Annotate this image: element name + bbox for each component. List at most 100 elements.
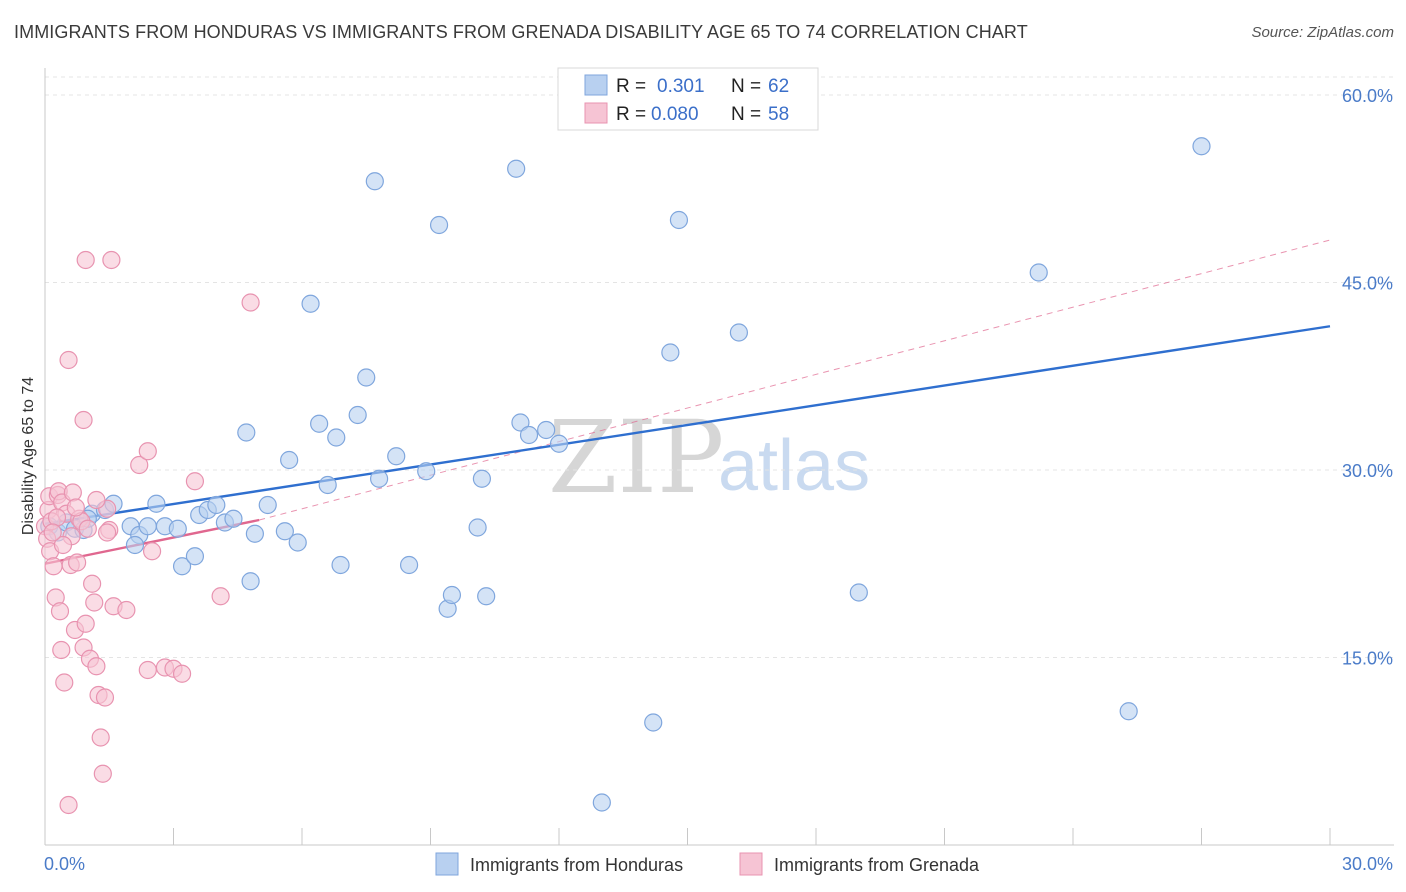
point-honduras-38 [417, 462, 436, 481]
point-honduras-15 [185, 547, 205, 566]
point-honduras-50 [592, 793, 611, 812]
point-grenada-53 [53, 535, 73, 555]
point-honduras-49 [549, 434, 569, 453]
point-grenada-47 [59, 350, 78, 370]
point-honduras-60 [241, 572, 260, 591]
point-honduras-36 [387, 447, 406, 466]
point-honduras-27 [301, 294, 320, 313]
point-grenada-38 [130, 455, 149, 475]
trend-extension-grenada [259, 239, 1331, 521]
chart-title: IMMIGRANTS FROM HONDURAS VS IMMIGRANTS F… [14, 22, 1028, 42]
legend-n-value-2: 58 [768, 104, 789, 125]
point-grenada-28 [85, 593, 104, 612]
point-grenada-27 [83, 574, 102, 593]
y-tick-label-30: 30.0% [1342, 461, 1393, 481]
legend-n-label-2: N = [731, 104, 761, 125]
y-tick-label-45: 45.0% [1342, 274, 1393, 294]
point-grenada-52 [47, 508, 67, 527]
bottom-legend-swatch-honduras [435, 852, 459, 876]
point-honduras-35 [370, 469, 389, 488]
point-honduras-41 [442, 585, 462, 605]
point-honduras-44 [477, 587, 496, 606]
legend-r-label-1: R = [616, 76, 646, 97]
point-honduras-56 [1029, 263, 1048, 282]
legend-r-value-1: 0.301 [657, 76, 705, 97]
point-honduras-55 [849, 583, 868, 602]
point-honduras-23 [258, 495, 277, 515]
point-honduras-37 [399, 555, 419, 575]
point-honduras-59 [125, 535, 145, 555]
point-grenada-33 [95, 688, 115, 707]
point-honduras-48 [537, 420, 556, 440]
legend-r-label-2: R = [616, 104, 646, 125]
source-label: Source: ZipAtlas.com [1251, 24, 1394, 41]
point-honduras-39 [429, 215, 449, 235]
point-grenada-10 [50, 602, 70, 621]
point-grenada-43 [172, 664, 192, 683]
point-honduras-24 [275, 522, 294, 541]
point-honduras-58 [1192, 137, 1211, 156]
point-grenada-50 [102, 250, 121, 270]
point-honduras-46 [511, 413, 530, 432]
point-honduras-34 [365, 172, 384, 191]
point-grenada-39 [138, 660, 157, 680]
bottom-legend-label-grenada: Immigrants from Grenada [774, 855, 980, 875]
point-grenada-20 [68, 553, 87, 572]
point-honduras-32 [348, 405, 367, 425]
point-grenada-54 [66, 498, 85, 517]
point-honduras-42 [468, 518, 487, 537]
point-grenada-31 [91, 728, 110, 747]
point-honduras-53 [669, 210, 689, 230]
point-grenada-49 [76, 250, 95, 270]
legend-n-label-1: N = [731, 76, 761, 97]
y-tick-labels: 15.0% 30.0% 45.0% 60.0% [1342, 86, 1393, 669]
watermark-atlas: atlas [718, 426, 870, 506]
point-grenada-55 [87, 490, 106, 510]
legend-swatch-honduras [584, 74, 608, 96]
point-honduras-33 [357, 368, 376, 387]
point-grenada-11 [52, 640, 71, 660]
point-honduras-21 [237, 423, 256, 442]
point-grenada-46 [241, 293, 260, 312]
point-honduras-13 [168, 519, 187, 538]
point-grenada-45 [211, 587, 230, 606]
point-honduras-51 [644, 713, 663, 732]
x-tick-labels: 0.0% 30.0% [44, 854, 1393, 874]
point-grenada-15 [59, 795, 78, 815]
point-grenada-51 [138, 442, 157, 461]
axes [44, 68, 1394, 846]
point-honduras-52 [661, 343, 680, 362]
point-honduras-18 [207, 495, 226, 515]
point-grenada-48 [74, 410, 93, 430]
point-grenada-24 [76, 614, 95, 633]
point-honduras-57 [1119, 702, 1138, 721]
legend-n-value-1: 62 [768, 76, 789, 97]
point-honduras-14 [172, 557, 192, 576]
point-honduras-22 [245, 524, 264, 543]
y-tick-label-15: 15.0% [1342, 649, 1393, 669]
point-honduras-45 [507, 159, 526, 178]
point-grenada-44 [185, 472, 205, 491]
bottom-legend-label-honduras: Immigrants from Honduras [470, 855, 683, 875]
point-honduras-54 [729, 323, 749, 342]
point-honduras-11 [147, 494, 166, 513]
point-grenada-18 [63, 483, 82, 502]
point-grenada-56 [98, 523, 117, 542]
grid [45, 76, 1394, 658]
x-tick-label-max: 30.0% [1342, 854, 1393, 874]
watermark-zip: ZIP [548, 399, 724, 516]
legend-r-value-2: 0.080 [651, 104, 699, 125]
point-grenada-40 [142, 542, 162, 561]
point-grenada-32 [93, 764, 112, 783]
point-honduras-29 [318, 475, 337, 495]
point-grenada-37 [117, 600, 136, 620]
bottom-legend-swatch-grenada [739, 852, 763, 876]
point-grenada-25 [78, 519, 97, 538]
y-tick-label-60: 60.0% [1342, 86, 1393, 106]
point-honduras-31 [331, 555, 350, 575]
point-honduras-25 [280, 450, 299, 470]
point-honduras-20 [224, 509, 243, 528]
point-honduras-10 [138, 517, 157, 536]
data-points [35, 137, 1211, 815]
